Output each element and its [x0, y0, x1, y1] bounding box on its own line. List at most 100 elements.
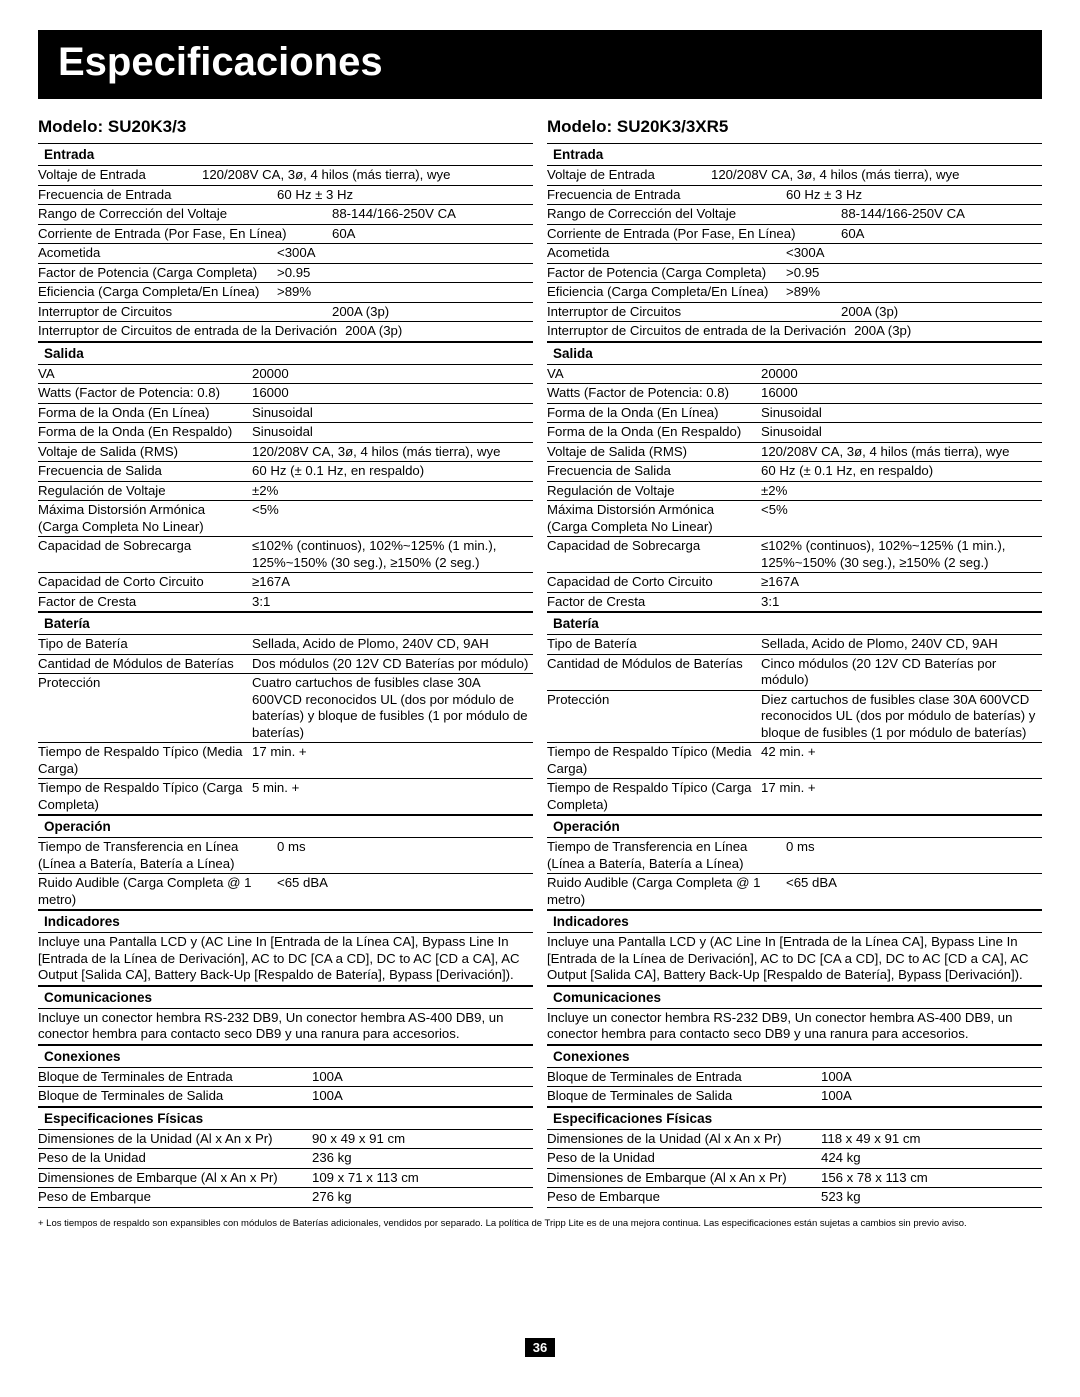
spec-label: Factor de Cresta: [547, 593, 757, 612]
spec-row: ProtecciónDiez cartuchos de fusibles cla…: [547, 691, 1042, 744]
spec-row: Cantidad de Módulos de BateríasDos módul…: [38, 655, 533, 675]
spec-value: Sinusoidal: [248, 404, 533, 423]
section-header: Especificaciones Físicas: [547, 1108, 1042, 1130]
spec-value: <5%: [248, 501, 533, 536]
spec-row: Frecuencia de Salida60 Hz (± 0.1 Hz, en …: [547, 462, 1042, 482]
spec-row: Rango de Corrección del Voltaje88-144/16…: [547, 205, 1042, 225]
spec-row: Tipo de BateríaSellada, Acido de Plomo, …: [38, 635, 533, 655]
spec-row: Voltaje de Entrada120/208V CA, 3ø, 4 hil…: [38, 166, 533, 186]
spec-label: Peso de Embarque: [38, 1188, 308, 1207]
spec-row: Rango de Corrección del Voltaje88-144/16…: [38, 205, 533, 225]
spec-label: Máxima Distorsión Armónica (Carga Comple…: [547, 501, 757, 536]
spec-value: <300A: [782, 244, 1042, 263]
spec-label: Factor de Potencia (Carga Completa): [547, 264, 782, 283]
spec-value: <65 dBA: [273, 874, 533, 909]
spec-label: Tiempo de Transferencia en Línea (Línea …: [547, 838, 782, 873]
spec-label: Bloque de Terminales de Entrada: [38, 1068, 308, 1087]
spec-label: Watts (Factor de Potencia: 0.8): [547, 384, 757, 403]
spec-label: Frecuencia de Entrada: [38, 186, 273, 205]
page-number: 36: [525, 1338, 555, 1357]
spec-row: ProtecciónCuatro cartuchos de fusibles c…: [38, 674, 533, 743]
spec-row: Tiempo de Transferencia en Línea (Línea …: [547, 838, 1042, 874]
spec-value: 523 kg: [817, 1188, 1042, 1207]
spec-value: 100A: [308, 1087, 533, 1106]
spec-row: Interruptor de Circuitos200A (3p): [547, 303, 1042, 323]
spec-value: 120/208V CA, 3ø, 4 hilos (más tierra), w…: [198, 166, 533, 185]
spec-value: 200A (3p): [837, 303, 1042, 322]
spec-value: 16000: [248, 384, 533, 403]
spec-label: Voltaje de Entrada: [38, 166, 198, 185]
spec-value: 5 min. +: [248, 779, 533, 814]
spec-value: 60 Hz (± 0.1 Hz, en respaldo): [757, 462, 1042, 481]
spec-row: Cantidad de Módulos de BateríasCinco mód…: [547, 655, 1042, 691]
spec-value: 120/208V CA, 3ø, 4 hilos (más tierra), w…: [248, 443, 533, 462]
spec-row: Acometida<300A: [38, 244, 533, 264]
spec-text: Incluye una Pantalla LCD y (AC Line In […: [547, 933, 1042, 986]
section-header: Comunicaciones: [38, 987, 533, 1009]
spec-label: Cantidad de Módulos de Baterías: [547, 655, 757, 690]
spec-row: Regulación de Voltaje±2%: [547, 482, 1042, 502]
spec-value: ±2%: [757, 482, 1042, 501]
spec-row: Capacidad de Corto Circuito≥167A: [547, 573, 1042, 593]
spec-label: Tiempo de Respaldo Típico (Media Carga): [38, 743, 248, 778]
section-header: Conexiones: [547, 1046, 1042, 1068]
spec-label: Tipo de Batería: [547, 635, 757, 654]
spec-section-comunicaciones: ComunicacionesIncluye un conector hembra…: [38, 986, 533, 1045]
spec-row: Capacidad de Corto Circuito≥167A: [38, 573, 533, 593]
spec-section-indicadores: IndicadoresIncluye una Pantalla LCD y (A…: [38, 910, 533, 986]
spec-label: Capacidad de Corto Circuito: [38, 573, 248, 592]
spec-row: Bloque de Terminales de Salida100A: [547, 1087, 1042, 1107]
spec-row: Factor de Potencia (Carga Completa)>0.95: [547, 264, 1042, 284]
spec-section-bateria: BateríaTipo de BateríaSellada, Acido de …: [547, 612, 1042, 815]
spec-label: Rango de Corrección del Voltaje: [547, 205, 837, 224]
spec-row: Peso de Embarque523 kg: [547, 1188, 1042, 1208]
spec-row: Dimensiones de la Unidad (Al x An x Pr)1…: [547, 1130, 1042, 1150]
spec-row: Acometida<300A: [547, 244, 1042, 264]
spec-value: >0.95: [273, 264, 533, 283]
spec-label: Peso de Embarque: [547, 1188, 817, 1207]
spec-row: Tiempo de Respaldo Típico (Carga Complet…: [38, 779, 533, 815]
spec-label: Protección: [547, 691, 757, 743]
page-number-container: 36: [38, 1340, 1042, 1355]
spec-label: Voltaje de Salida (RMS): [38, 443, 248, 462]
spec-label: Capacidad de Corto Circuito: [547, 573, 757, 592]
spec-label: Voltaje de Salida (RMS): [547, 443, 757, 462]
spec-row: Tiempo de Respaldo Típico (Media Carga)4…: [547, 743, 1042, 779]
spec-value: ≥167A: [757, 573, 1042, 592]
spec-label: Interruptor de Circuitos de entrada de l…: [38, 322, 341, 341]
spec-label: Cantidad de Módulos de Baterías: [38, 655, 248, 674]
spec-label: Acometida: [38, 244, 273, 263]
spec-label: Frecuencia de Salida: [547, 462, 757, 481]
spec-value: <5%: [757, 501, 1042, 536]
spec-label: Ruido Audible (Carga Completa @ 1 metro): [547, 874, 782, 909]
spec-label: Frecuencia de Salida: [38, 462, 248, 481]
spec-label: Watts (Factor de Potencia: 0.8): [38, 384, 248, 403]
spec-value: 276 kg: [308, 1188, 533, 1207]
spec-value: 424 kg: [817, 1149, 1042, 1168]
spec-section-comunicaciones: ComunicacionesIncluye un conector hembra…: [547, 986, 1042, 1045]
spec-row: Frecuencia de Entrada60 Hz ± 3 Hz: [547, 186, 1042, 206]
spec-label: Capacidad de Sobrecarga: [547, 537, 757, 572]
spec-row: Peso de Embarque276 kg: [38, 1188, 533, 1208]
spec-value: 100A: [817, 1087, 1042, 1106]
spec-value: 20000: [248, 365, 533, 384]
spec-row: Eficiencia (Carga Completa/En Línea)>89%: [547, 283, 1042, 303]
spec-section-salida: SalidaVA20000Watts (Factor de Potencia: …: [547, 342, 1042, 613]
spec-row: Dimensiones de Embarque (Al x An x Pr)10…: [38, 1169, 533, 1189]
section-header: Salida: [547, 343, 1042, 365]
spec-label: Corriente de Entrada (Por Fase, En Línea…: [547, 225, 837, 244]
spec-label: Forma de la Onda (En Línea): [547, 404, 757, 423]
spec-label: Voltaje de Entrada: [547, 166, 707, 185]
spec-row: Voltaje de Salida (RMS)120/208V CA, 3ø, …: [38, 443, 533, 463]
spec-row: Tiempo de Respaldo Típico (Media Carga)1…: [38, 743, 533, 779]
spec-label: Interruptor de Circuitos: [547, 303, 837, 322]
model-column: Modelo: SU20K3/3XR5EntradaVoltaje de Ent…: [547, 117, 1042, 1208]
spec-value: 236 kg: [308, 1149, 533, 1168]
spec-row: Eficiencia (Carga Completa/En Línea)>89%: [38, 283, 533, 303]
footnote: + Los tiempos de respaldo son expansible…: [38, 1218, 1042, 1230]
page-title: Especificaciones: [58, 40, 1022, 85]
spec-value: <300A: [273, 244, 533, 263]
spec-label: Factor de Cresta: [38, 593, 248, 612]
spec-row: Interruptor de Circuitos de entrada de l…: [547, 322, 1042, 342]
spec-row: Watts (Factor de Potencia: 0.8)16000: [547, 384, 1042, 404]
